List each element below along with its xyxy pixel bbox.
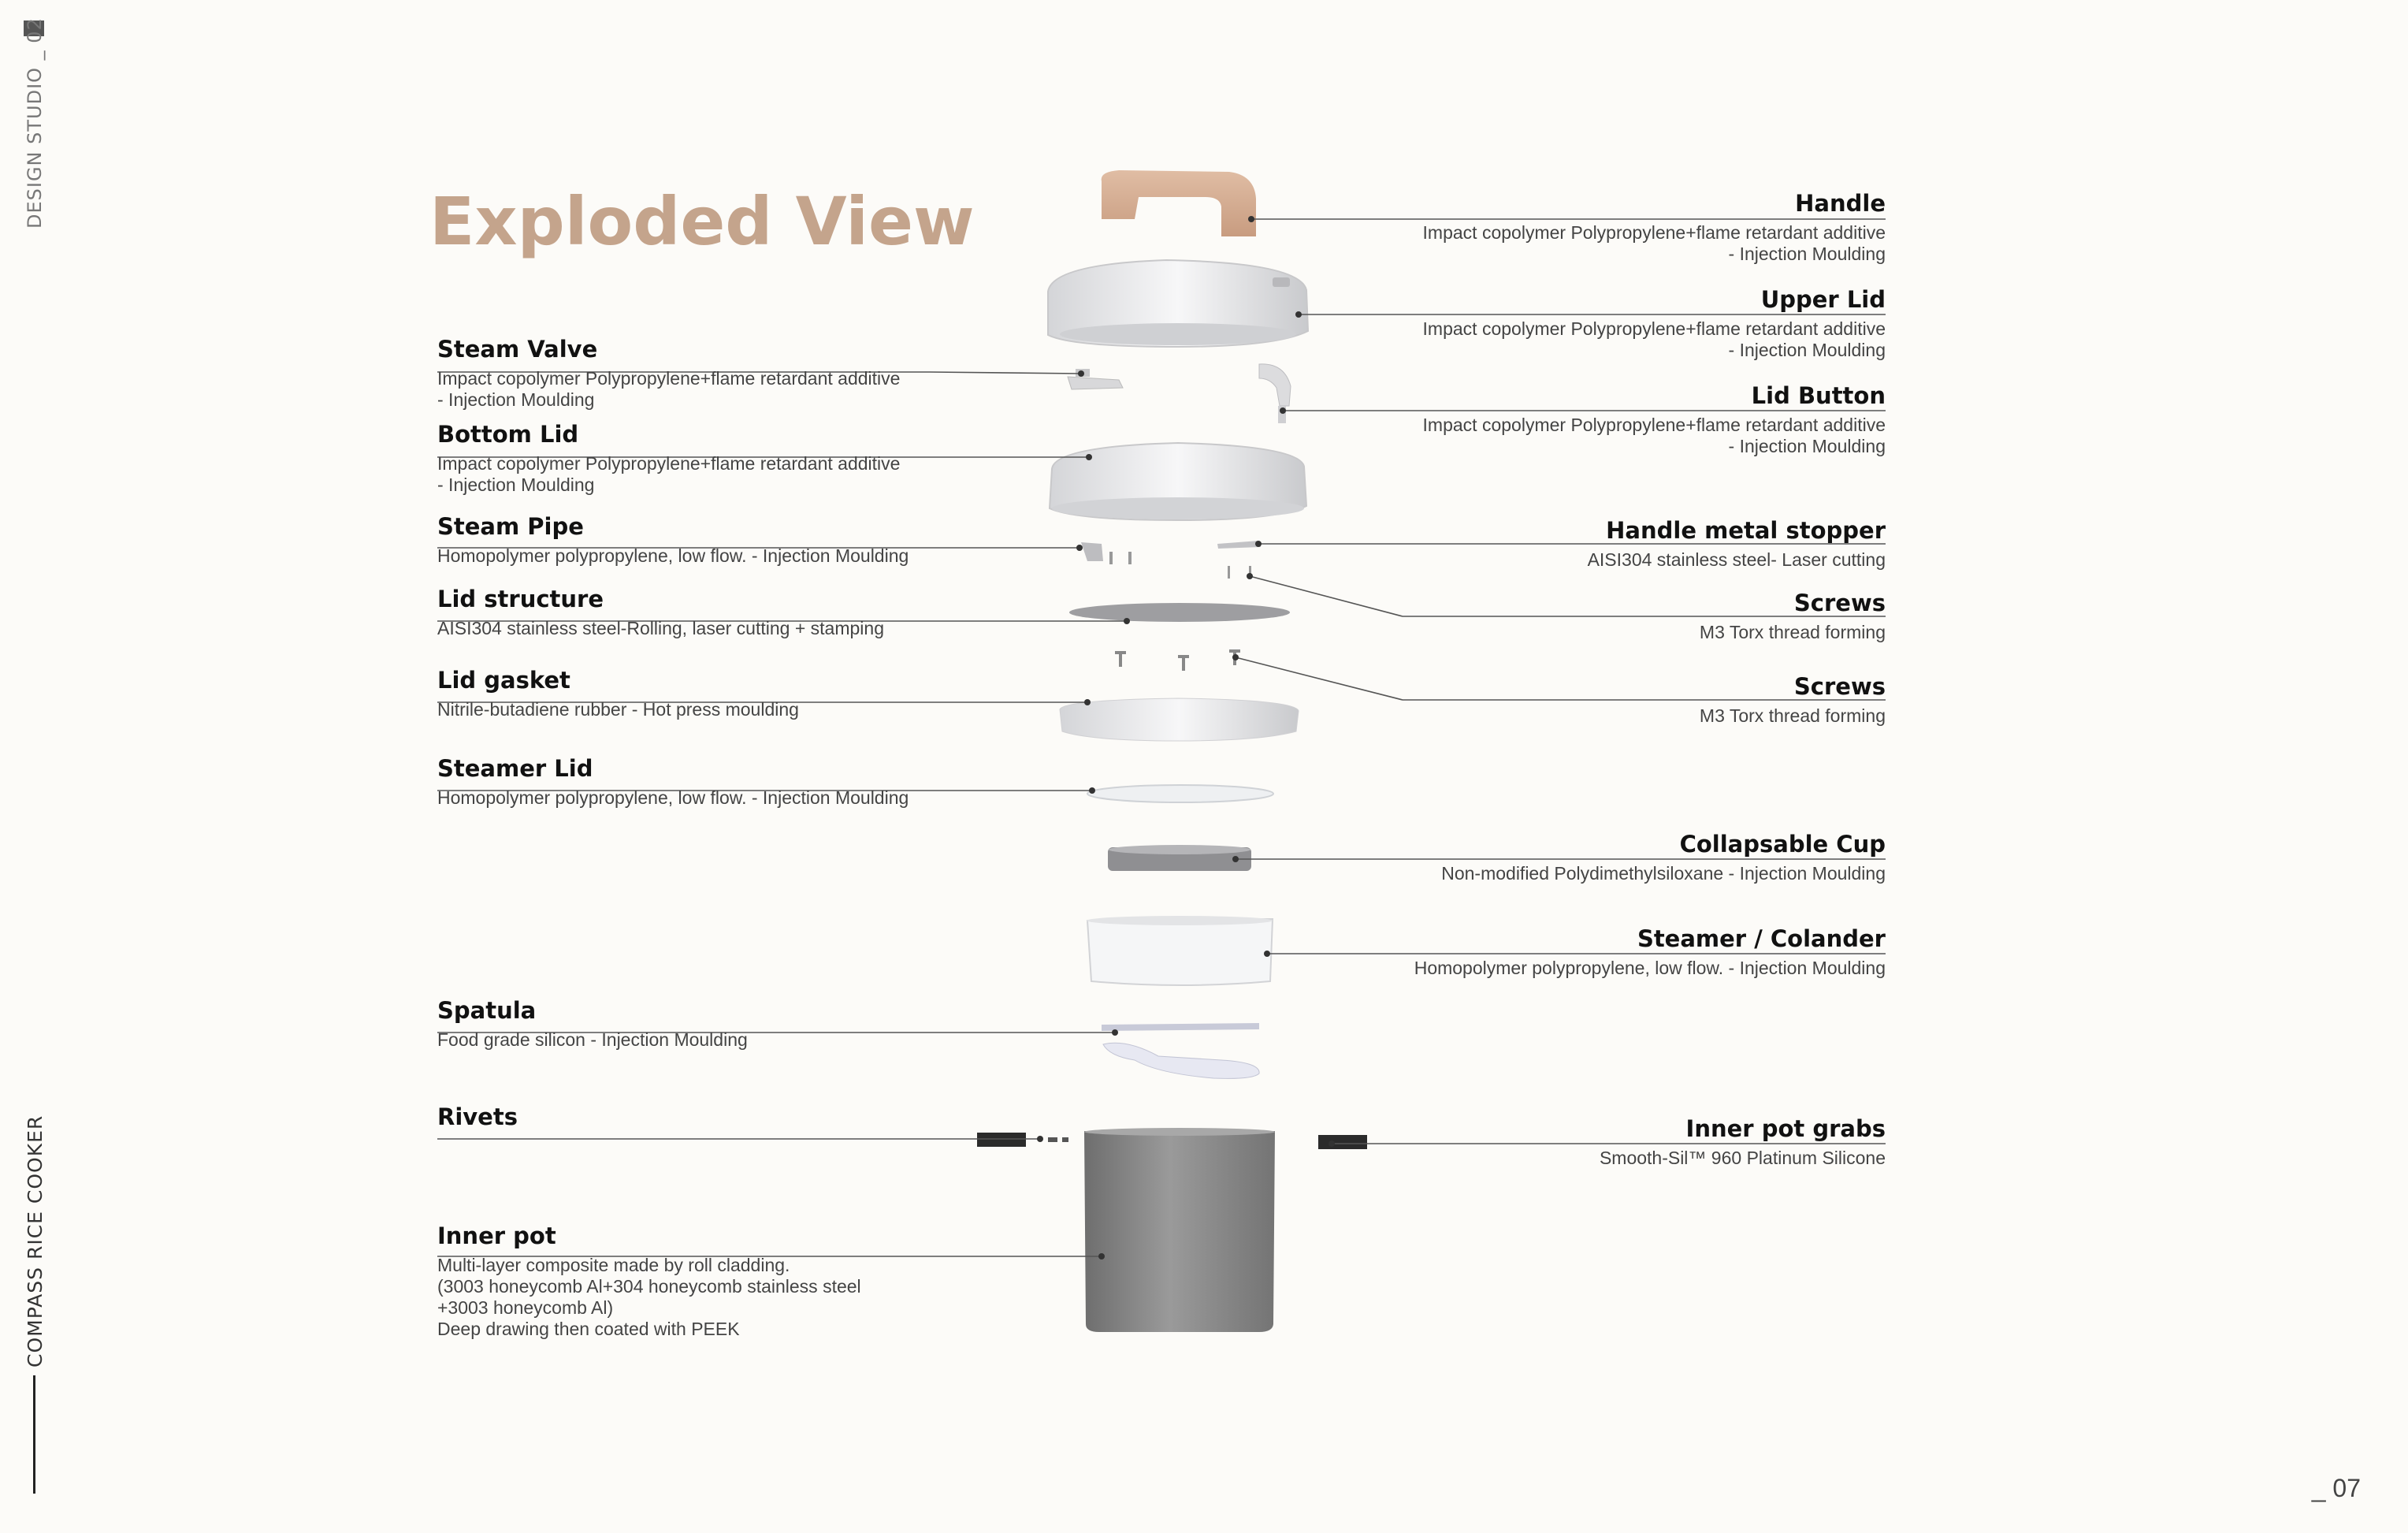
inner-pot-part: [1084, 1128, 1275, 1332]
leader-dots: [1037, 216, 1335, 1260]
label-upper-lid: Upper Lid Impact copolymer Polypropylene…: [1161, 285, 1886, 361]
label-name: Bottom Lid: [437, 421, 579, 448]
label-lid-structure: Lid structure AISI304 stainless steel-Ro…: [437, 585, 1162, 639]
label-desc: Nitrile-butadiene rubber - Hot press mou…: [437, 699, 799, 720]
collapsable-cup-part: [1108, 845, 1251, 871]
label-inner-pot: Inner pot Multi-layer composite made by …: [437, 1222, 1162, 1340]
label-name: Lid structure: [437, 586, 604, 612]
label-lid-button: Lid Button Impact copolymer Polypropylen…: [1161, 381, 1886, 457]
label-steamer-lid: Steamer Lid Homopolymer polypropylene, l…: [437, 754, 1162, 809]
label-spatula: Spatula Food grade silicon - Injection M…: [437, 996, 1162, 1051]
label-inner-pot-grabs: Inner pot grabs Smooth-Sil™ 960 Platinum…: [1161, 1114, 1886, 1169]
label-desc: Impact copolymer Polypropylene+flame ret…: [1422, 318, 1886, 360]
label-desc: AISI304 stainless steel-Rolling, laser c…: [437, 618, 884, 638]
label-name: Steam Valve: [437, 336, 598, 363]
label-lid-gasket: Lid gasket Nitrile-butadiene rubber - Ho…: [437, 666, 1162, 720]
label-desc: Impact copolymer Polypropylene+flame ret…: [1422, 415, 1886, 456]
label-desc: Non-modified Polydimethylsiloxane - Inje…: [1441, 863, 1886, 884]
label-name: Handle metal stopper: [1606, 517, 1886, 544]
label-name: Inner pot: [437, 1222, 556, 1249]
label-steam-pipe: Steam Pipe Homopolymer polypropylene, lo…: [437, 512, 1162, 567]
label-desc: Homopolymer polypropylene, low flow. - I…: [437, 545, 909, 566]
label-desc: Impact copolymer Polypropylene+flame ret…: [1422, 222, 1886, 264]
steamer-lid-part: [1087, 784, 1274, 803]
label-name: Spatula: [437, 997, 537, 1024]
bottom-lid-part: [1048, 441, 1308, 522]
lid-button-part: [1258, 363, 1291, 423]
leader-steam-valve: [437, 371, 1082, 374]
label-name: Steam Pipe: [437, 513, 584, 540]
page-number: _ 07: [2311, 1474, 2361, 1502]
label-collapsable-cup: Collapsable Cup Non-modified Polydimethy…: [1161, 830, 1886, 884]
label-steamer-colander: Steamer / Colander Homopolymer polypropy…: [1161, 925, 1886, 979]
leader-lines: [437, 218, 1886, 1257]
label-steam-valve: Steam Valve Impact copolymer Polypropyle…: [437, 335, 1162, 411]
leader-screws-2: [1235, 657, 1886, 701]
label-desc: Food grade silicon - Injection Moulding: [437, 1029, 748, 1050]
label-rivets: Rivets: [437, 1103, 1162, 1131]
label-name: Lid Button: [1751, 382, 1886, 409]
label-name: Collapsable Cup: [1679, 831, 1886, 858]
label-desc: M3 Torx thread forming: [1699, 622, 1886, 642]
handle-part: [1101, 170, 1256, 236]
label-handle-metal-stopper: Handle metal stopper AISI304 stainless s…: [1161, 516, 1886, 571]
label-name: Inner pot grabs: [1685, 1115, 1886, 1142]
studio-marker: [24, 20, 44, 36]
label-bottom-lid: Bottom Lid Impact copolymer Polypropylen…: [437, 420, 1162, 496]
label-name: Screws: [1793, 590, 1886, 616]
label-desc: Smooth-Sil™ 960 Platinum Silicone: [1599, 1148, 1886, 1168]
upper-lid-part: [1047, 259, 1310, 348]
label-name: Upper Lid: [1760, 286, 1886, 313]
label-name: Rivets: [437, 1103, 518, 1130]
lid-structure-part: [1069, 603, 1290, 622]
spatula-part: [1102, 1023, 1260, 1079]
label-name: Steamer Lid: [437, 755, 593, 782]
page-title: Exploded View: [429, 183, 975, 260]
label-name: Handle: [1795, 190, 1886, 217]
lid-gasket-part: [1059, 698, 1299, 742]
label-desc: AISI304 stainless steel- Laser cutting: [1587, 549, 1886, 570]
label-handle: Handle Impact copolymer Polypropylene+fl…: [1161, 189, 1886, 265]
label-desc: Multi-layer composite made by roll cladd…: [437, 1255, 861, 1339]
label-name: Steamer / Colander: [1637, 925, 1886, 952]
handle-metal-stopper-part: [1217, 541, 1261, 579]
label-screws-1: Screws M3 Torx thread forming: [1161, 589, 1886, 643]
steam-pipe-part: [1081, 542, 1132, 564]
side-rule: [33, 1375, 35, 1494]
label-name: Screws: [1793, 673, 1886, 700]
steamer-colander-part: [1086, 916, 1274, 986]
label-desc: Impact copolymer Polypropylene+flame ret…: [437, 453, 901, 495]
label-desc: Homopolymer polypropylene, low flow. - I…: [437, 787, 909, 808]
label-name: Lid gasket: [437, 667, 570, 694]
leader-screws-1: [1249, 575, 1886, 617]
label-desc: Homopolymer polypropylene, low flow. - I…: [1414, 958, 1886, 978]
label-screws-2: Screws M3 Torx thread forming: [1161, 672, 1886, 727]
rivets-part: [977, 1133, 1068, 1147]
label-desc: Impact copolymer Polypropylene+flame ret…: [437, 368, 901, 410]
label-desc: M3 Torx thread forming: [1699, 705, 1886, 726]
